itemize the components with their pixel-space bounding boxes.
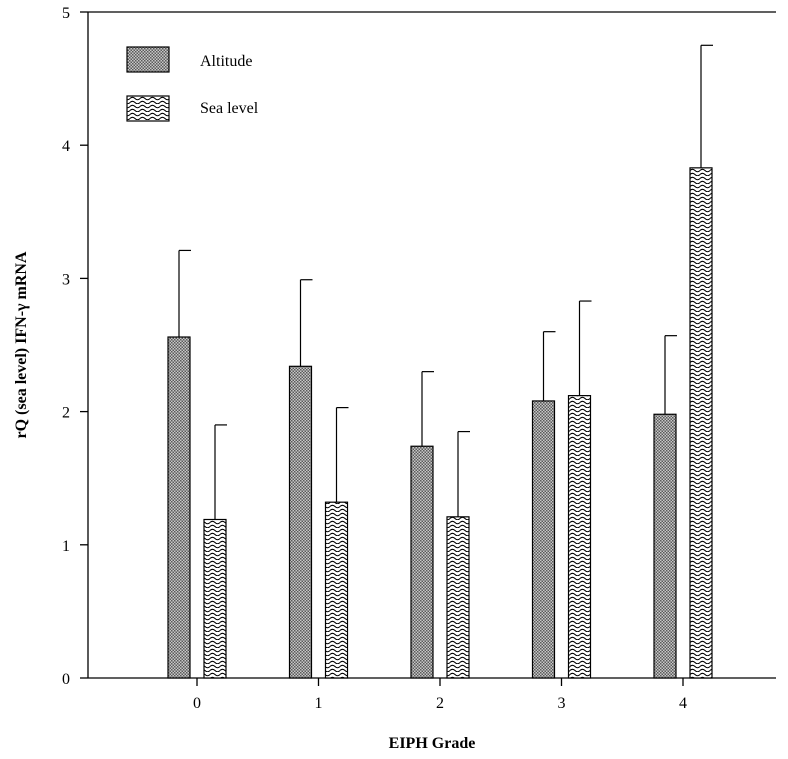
y-axis-title: rQ (sea level) IFN-γ mRNA	[13, 251, 30, 438]
legend-swatch-sea-level	[126, 95, 170, 122]
error-bars	[178, 44, 713, 520]
bar-altitude	[167, 336, 191, 679]
bar-sea-level	[567, 395, 592, 679]
y-tick-label: 5	[62, 5, 70, 22]
y-tick-label: 2	[62, 405, 70, 422]
x-ticks: 0 1 2 3 4	[193, 678, 687, 712]
bar-sea-level	[203, 518, 227, 679]
bar-altitude	[288, 365, 313, 679]
x-tick-label: 3	[558, 695, 566, 712]
legend-label-sea-level: Sea level	[200, 100, 259, 117]
bar-sea-level	[689, 167, 713, 679]
x-tick-label: 2	[436, 695, 444, 712]
x-tick-label: 1	[315, 695, 323, 712]
bar-altitude	[531, 400, 556, 679]
bar-altitude	[653, 413, 677, 679]
bar-sea-level	[324, 501, 349, 679]
legend: Altitude Sea level	[126, 46, 259, 122]
x-axis-title: EIPH Grade	[389, 735, 476, 752]
bars	[167, 167, 713, 679]
y-tick-label: 4	[62, 138, 70, 155]
legend-label-altitude: Altitude	[200, 53, 252, 70]
x-tick-label: 0	[193, 695, 201, 712]
bar-altitude	[410, 445, 434, 679]
y-tick-label: 3	[62, 271, 70, 288]
x-tick-label: 4	[679, 695, 687, 712]
legend-swatch-altitude	[126, 46, 170, 73]
y-tick-label: 0	[62, 671, 70, 688]
y-tick-label: 1	[62, 538, 70, 555]
y-ticks: 0 1 2 3 4 5	[62, 5, 88, 688]
bar-sea-level	[446, 516, 470, 679]
